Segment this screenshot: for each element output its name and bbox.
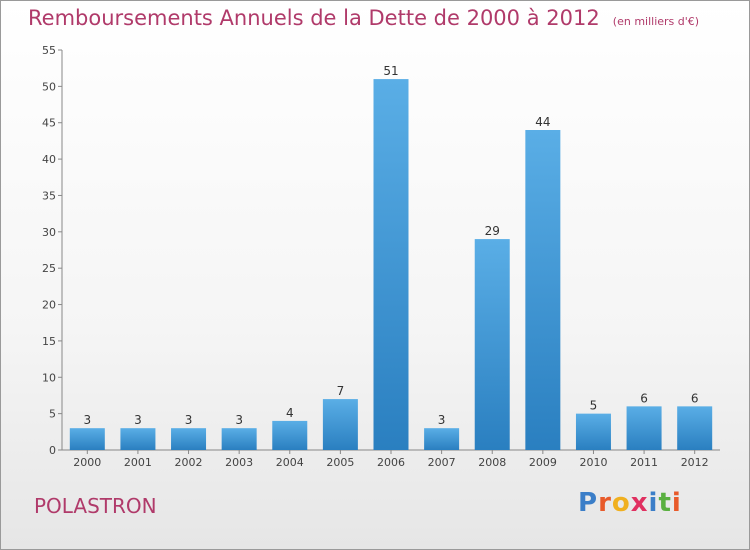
y-tick-label: 25: [42, 262, 56, 275]
bar-2002: [171, 428, 207, 450]
y-tick-label: 35: [42, 189, 56, 202]
y-tick-label: 15: [42, 335, 56, 348]
x-tick-label: 2000: [73, 456, 101, 469]
bar-2008: [474, 239, 510, 450]
y-tick-label: 10: [42, 371, 56, 384]
bar-2010: [575, 413, 611, 450]
value-label-2009: 44: [535, 115, 550, 129]
y-tick-label: 20: [42, 299, 56, 312]
x-tick-label: 2001: [124, 456, 152, 469]
y-tick-label: 40: [42, 153, 56, 166]
bar-2006: [373, 79, 409, 450]
chart-title-text: Remboursements Annuels de la Dette de 20…: [28, 6, 600, 30]
y-tick-label: 50: [42, 80, 56, 93]
bar-2005: [322, 399, 358, 450]
value-label-2006: 51: [383, 64, 398, 78]
x-tick-label: 2007: [428, 456, 456, 469]
value-label-2010: 5: [590, 399, 598, 413]
x-tick-label: 2011: [630, 456, 658, 469]
value-label-2000: 3: [83, 413, 91, 427]
value-label-2008: 29: [485, 224, 500, 238]
x-tick-label: 2002: [175, 456, 203, 469]
x-tick-label: 2004: [276, 456, 304, 469]
proxiti-logo: Proxiti: [578, 488, 682, 518]
x-tick-label: 2003: [225, 456, 253, 469]
y-tick-label: 45: [42, 117, 56, 130]
chart-title: Remboursements Annuels de la Dette de 20…: [28, 6, 699, 30]
commune-name: POLASTRON: [34, 494, 157, 518]
bar-2011: [626, 406, 662, 450]
value-label-2004: 4: [286, 406, 294, 420]
bar-2001: [120, 428, 156, 450]
value-label-2007: 3: [438, 413, 446, 427]
bar-2009: [525, 130, 561, 450]
bar-2004: [272, 420, 308, 450]
x-tick-label: 2009: [529, 456, 557, 469]
value-label-2012: 6: [691, 391, 699, 405]
y-tick-label: 5: [49, 408, 56, 421]
y-tick-label: 0: [49, 444, 56, 457]
chart-unit: (en milliers d'€): [612, 15, 700, 28]
x-tick-label: 2012: [681, 456, 709, 469]
value-label-2001: 3: [134, 413, 142, 427]
value-label-2005: 7: [337, 384, 345, 398]
x-tick-label: 2006: [377, 456, 405, 469]
x-tick-label: 2005: [326, 456, 354, 469]
value-label-2003: 3: [235, 413, 243, 427]
x-tick-label: 2008: [478, 456, 506, 469]
x-tick-label: 2010: [579, 456, 607, 469]
value-label-2002: 3: [185, 413, 193, 427]
bar-2012: [677, 406, 713, 450]
bar-2000: [69, 428, 105, 450]
y-tick-label: 55: [42, 44, 56, 57]
bar-2003: [221, 428, 257, 450]
bar-2007: [424, 428, 460, 450]
value-label-2011: 6: [640, 391, 648, 405]
y-tick-label: 30: [42, 226, 56, 239]
